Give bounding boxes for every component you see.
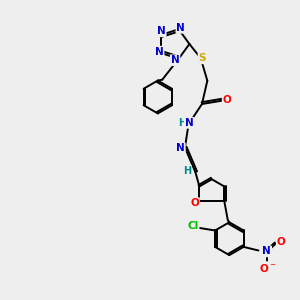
Text: N: N [171, 55, 179, 65]
Text: N: N [176, 143, 185, 153]
Text: N: N [157, 26, 166, 36]
Text: O: O [277, 237, 286, 248]
Text: O: O [223, 95, 231, 105]
Text: H: H [178, 118, 186, 128]
Text: N: N [176, 23, 185, 33]
Text: N: N [155, 46, 164, 57]
Text: O: O [190, 198, 199, 208]
Text: H: H [183, 166, 191, 176]
Text: O$^-$: O$^-$ [259, 262, 277, 274]
Text: N: N [262, 246, 271, 256]
Text: Cl: Cl [188, 221, 199, 231]
Text: S: S [199, 53, 206, 63]
Text: N: N [185, 118, 194, 128]
